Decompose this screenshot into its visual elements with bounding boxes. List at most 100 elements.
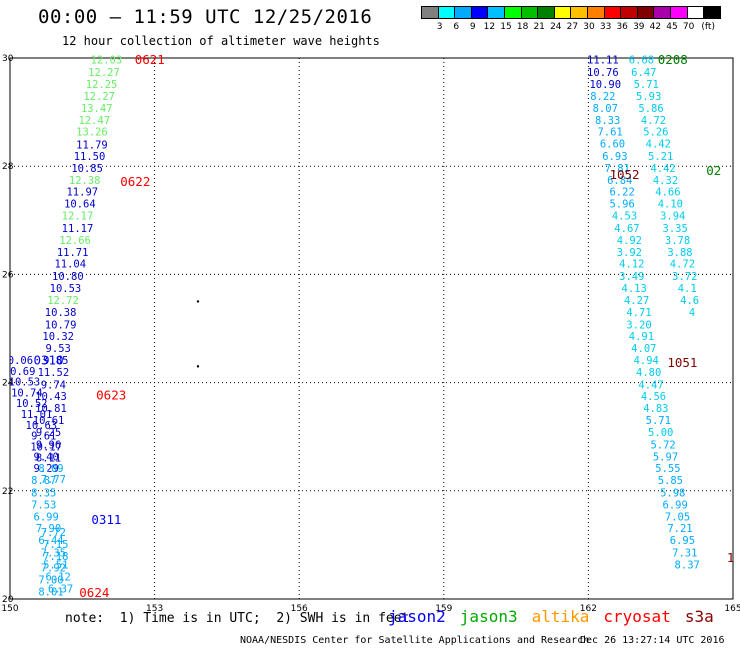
wave-height-label: 4.71 bbox=[626, 307, 651, 319]
wave-height-label: 4.53 bbox=[612, 211, 637, 223]
x-tick-label: 153 bbox=[146, 604, 163, 614]
wave-height-label: 9.25 bbox=[36, 427, 61, 439]
wave-height-label: 12.27 bbox=[83, 91, 115, 103]
wave-height-label: 6.44 bbox=[38, 535, 63, 547]
wave-height-label: 13.47 bbox=[81, 103, 113, 115]
wave-height-label: 4.10 bbox=[658, 199, 683, 211]
colorbar-labels: 3 6 9 12 15 18 21 24 27 30 33 36 39 42 45 70 (ft) bbox=[422, 22, 740, 34]
wave-height-label: 11.11 bbox=[587, 55, 619, 67]
wave-height-label: 4.47 bbox=[638, 379, 663, 391]
credit-line: NOAA/NESDIS Center for Satellite Applica… bbox=[240, 635, 590, 646]
legend-item-jason3: jason3 bbox=[459, 607, 518, 626]
wave-height-label: 8.87 bbox=[31, 475, 56, 487]
data-layer: 12.0312.2712.2512.2713.4712.4713.2611.79… bbox=[1, 52, 735, 600]
y-tick-label: 26 bbox=[2, 270, 14, 280]
wave-height-label: 8.37 bbox=[675, 559, 700, 571]
wave-height-label: 5.21 bbox=[648, 151, 673, 163]
wave-height-label: 5.93 bbox=[636, 91, 661, 103]
wave-height-label: 3.20 bbox=[626, 319, 651, 331]
wave-height-label: 12.47 bbox=[79, 115, 111, 127]
wave-height-label: 12.38 bbox=[69, 175, 101, 187]
y-tick-label: 20 bbox=[2, 595, 14, 605]
wave-height-label: 5.96 bbox=[609, 199, 634, 211]
colorbar-tick-label: 45 bbox=[666, 22, 678, 32]
wave-height-label: 10.32 bbox=[42, 331, 74, 343]
wave-height-label: 4.72 bbox=[670, 259, 695, 271]
wave-height-label: 7.92 bbox=[41, 563, 66, 575]
wave-height-label: 10.52 bbox=[16, 398, 48, 410]
wave-height-label: 4.94 bbox=[634, 355, 659, 367]
wave-height-label: 11.01 bbox=[21, 409, 53, 421]
plot-frame bbox=[9, 57, 734, 600]
wave-height-label: 7.05 bbox=[665, 511, 690, 523]
time-label: 1 bbox=[727, 550, 735, 565]
wave-height-label: 6.68 bbox=[629, 55, 654, 67]
legend-item-s3a: s3a bbox=[684, 607, 714, 626]
legend-item-cryosat: cryosat bbox=[603, 607, 671, 626]
wave-height-label: 4.13 bbox=[622, 283, 647, 295]
footer-note: note: 1) Time is in UTC; 2) SWH is in fe… bbox=[65, 611, 410, 626]
wave-height-label: 9.29 bbox=[34, 463, 59, 475]
wave-height-label: 10.63 bbox=[26, 420, 58, 432]
time-label: 0621 bbox=[135, 52, 165, 67]
wave-height-label: 4.27 bbox=[624, 295, 649, 307]
wave-height-label: 4.67 bbox=[614, 223, 639, 235]
wave-height-label: 11.97 bbox=[66, 187, 98, 199]
wave-height-label: 4.66 bbox=[655, 187, 680, 199]
wave-height-label: 9.53 bbox=[46, 343, 71, 355]
timestamp: Dec 26 13:27:14 UTC 2016 bbox=[580, 635, 725, 646]
wave-height-label: 12.17 bbox=[62, 211, 94, 223]
wave-height-label: 4.92 bbox=[617, 235, 642, 247]
wave-height-label: 4.07 bbox=[631, 343, 656, 355]
wave-height-label: 12.03 bbox=[91, 55, 123, 67]
colorbar-tick-label: 6 bbox=[453, 22, 460, 32]
chart-title: 00:00 – 11:59 UTC 12/25/2016 bbox=[38, 6, 373, 28]
wave-height-label: 5.86 bbox=[638, 103, 663, 115]
wave-height-label: 7.72 bbox=[41, 527, 66, 539]
wave-height-label: 6.84 bbox=[607, 175, 632, 187]
wave-height-label: 4.32 bbox=[653, 175, 678, 187]
marker-dot bbox=[196, 300, 200, 303]
colorbar-tick-label: 24 bbox=[550, 22, 562, 32]
wave-height-label: 6.47 bbox=[631, 67, 656, 79]
wave-height-label: 3.72 bbox=[672, 271, 697, 283]
time-label: 1051 bbox=[667, 355, 697, 370]
time-label: 0624 bbox=[79, 585, 109, 600]
wave-height-label: 3.78 bbox=[665, 235, 690, 247]
colorbar bbox=[421, 6, 721, 19]
wave-height-label: 3.35 bbox=[663, 223, 688, 235]
time-label: 0623 bbox=[96, 388, 126, 403]
wave-height-label: 10.53 bbox=[50, 283, 82, 295]
colorbar-tick-label: 9 bbox=[469, 22, 476, 32]
x-tick-label: 162 bbox=[580, 604, 597, 614]
wave-height-label: 5.71 bbox=[646, 415, 671, 427]
colorbar-tick-label: 33 bbox=[599, 22, 612, 32]
wave-height-label: 10.74 bbox=[11, 387, 43, 399]
wave-height-label: 7.53 bbox=[31, 499, 56, 511]
colorbar-tick-label: 70 bbox=[682, 22, 695, 32]
y-tick-label: 24 bbox=[2, 379, 14, 389]
legend-item-jason2: jason2 bbox=[388, 607, 446, 626]
wave-height-label: 10.38 bbox=[45, 307, 77, 319]
wave-height-label: 10.06 bbox=[1, 355, 33, 367]
wave-height-label: 10.80 bbox=[52, 271, 84, 283]
wave-height-label: 6.22 bbox=[609, 187, 634, 199]
wave-height-label: 8.22 bbox=[590, 91, 615, 103]
wave-height-label: 9.40 bbox=[34, 451, 59, 463]
time-label: 0311 bbox=[91, 512, 121, 527]
wave-height-label: 10.17 bbox=[30, 442, 62, 454]
wave-height-label: 5.85 bbox=[658, 475, 683, 487]
wave-height-label: 12.25 bbox=[86, 79, 118, 91]
wave-height-label: 10.85 bbox=[71, 163, 103, 175]
wave-height-label: 11.71 bbox=[57, 247, 89, 259]
wave-height-label: 12.66 bbox=[59, 235, 91, 247]
time-label: 0208 bbox=[658, 52, 688, 67]
y-tick-label: 22 bbox=[2, 487, 13, 497]
wave-height-label: 10.69 bbox=[4, 366, 36, 378]
wave-height-label: 7.21 bbox=[667, 523, 692, 535]
wave-height-label: 10.81 bbox=[35, 403, 67, 415]
wave-height-label: 5.51 bbox=[43, 559, 68, 571]
x-tick-label: 165 bbox=[724, 604, 740, 614]
wave-height-label: 4 bbox=[689, 307, 695, 319]
